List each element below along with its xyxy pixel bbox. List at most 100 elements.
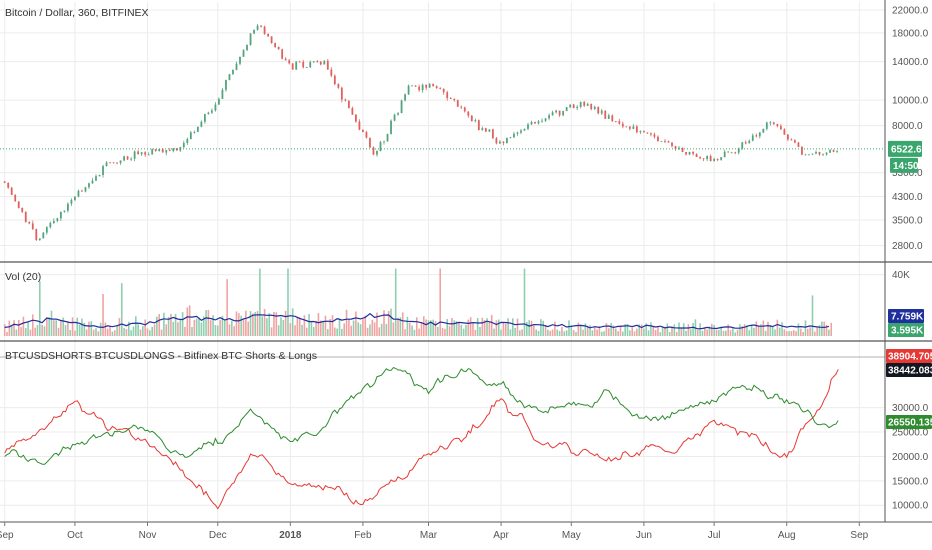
price-candle[interactable]: [305, 67, 308, 68]
price-pane[interactable]: [0, 23, 885, 242]
price-candle[interactable]: [312, 61, 315, 63]
price-candle[interactable]: [102, 166, 104, 176]
price-candle[interactable]: [203, 114, 206, 122]
price-candle[interactable]: [284, 58, 287, 61]
price-candle[interactable]: [298, 61, 301, 63]
price-candle[interactable]: [200, 121, 203, 127]
price-candle[interactable]: [618, 121, 621, 124]
price-candle[interactable]: [17, 201, 20, 209]
price-candle[interactable]: [196, 126, 199, 132]
price-candle[interactable]: [379, 142, 382, 151]
price-candle[interactable]: [105, 162, 108, 167]
price-candle[interactable]: [811, 153, 814, 155]
price-candle[interactable]: [790, 139, 793, 141]
price-candle[interactable]: [537, 121, 540, 124]
price-candle[interactable]: [218, 98, 220, 105]
price-candle[interactable]: [95, 176, 97, 181]
price-candle[interactable]: [376, 150, 378, 155]
price-candle[interactable]: [741, 142, 744, 149]
price-candle[interactable]: [506, 138, 508, 144]
price-candle[interactable]: [484, 128, 487, 132]
price-candle[interactable]: [383, 141, 385, 143]
price-candle[interactable]: [783, 129, 786, 135]
price-candle[interactable]: [822, 154, 824, 156]
price-candle[interactable]: [67, 203, 69, 211]
price-candle[interactable]: [544, 118, 547, 121]
price-candle[interactable]: [340, 87, 343, 100]
price-candle[interactable]: [748, 140, 751, 144]
price-candle[interactable]: [404, 94, 406, 101]
price-candle[interactable]: [491, 129, 494, 139]
price-candle[interactable]: [653, 134, 656, 137]
price-candle[interactable]: [281, 49, 284, 59]
shorts-longs-pane[interactable]: [0, 356, 885, 510]
price-candle[interactable]: [425, 84, 428, 88]
price-candle[interactable]: [481, 128, 484, 131]
price-candle[interactable]: [295, 61, 298, 70]
price-candle[interactable]: [772, 122, 775, 125]
price-candle[interactable]: [362, 129, 364, 133]
price-candle[interactable]: [158, 149, 161, 151]
price-candle[interactable]: [123, 156, 125, 161]
price-candle[interactable]: [548, 115, 550, 119]
price-candle[interactable]: [593, 106, 596, 110]
price-candle[interactable]: [133, 151, 136, 159]
price-candle[interactable]: [463, 107, 466, 112]
price-candle[interactable]: [586, 103, 589, 106]
price-candle[interactable]: [432, 83, 435, 87]
price-candle[interactable]: [614, 121, 617, 122]
price-candle[interactable]: [319, 61, 322, 65]
price-candle[interactable]: [274, 43, 277, 47]
price-candle[interactable]: [49, 222, 52, 228]
price-candle[interactable]: [45, 227, 48, 233]
price-candle[interactable]: [81, 190, 83, 192]
price-candle[interactable]: [355, 114, 357, 122]
price-candle[interactable]: [411, 85, 413, 87]
price-candle[interactable]: [460, 106, 463, 108]
price-candle[interactable]: [28, 222, 31, 224]
price-candle[interactable]: [130, 158, 133, 160]
volume-pane[interactable]: [3, 268, 833, 336]
price-candle[interactable]: [74, 196, 76, 201]
price-candle[interactable]: [10, 187, 13, 195]
price-candle[interactable]: [126, 156, 129, 160]
price-candle[interactable]: [140, 152, 143, 155]
price-candle[interactable]: [407, 85, 410, 95]
price-candle[interactable]: [369, 137, 371, 148]
price-candle[interactable]: [347, 100, 350, 109]
price-candle[interactable]: [713, 158, 716, 162]
price-candle[interactable]: [808, 154, 810, 156]
price-candle[interactable]: [541, 120, 543, 122]
price-candle[interactable]: [302, 61, 305, 68]
price-candle[interactable]: [112, 162, 115, 164]
price-candle[interactable]: [509, 137, 512, 139]
price-candle[interactable]: [825, 152, 828, 155]
price-candle[interactable]: [625, 126, 628, 128]
price-candle[interactable]: [421, 84, 424, 91]
price-candle[interactable]: [193, 131, 196, 133]
price-candle[interactable]: [562, 111, 565, 116]
price-candle[interactable]: [499, 141, 501, 144]
price-candle[interactable]: [449, 98, 452, 99]
price-candle[interactable]: [776, 124, 779, 127]
price-candle[interactable]: [386, 133, 389, 142]
price-candle[interactable]: [31, 223, 34, 230]
volume-ma-line[interactable]: [4, 312, 830, 330]
price-candle[interactable]: [716, 158, 719, 160]
price-candle[interactable]: [583, 101, 586, 106]
price-candle[interactable]: [688, 152, 691, 155]
time-axis[interactable]: Sep Oct Nov Dec 2018 Feb Mar Apr May Jun Jul Aug Sep: [0, 522, 869, 541]
price-candle[interactable]: [804, 154, 807, 156]
price-candle[interactable]: [175, 148, 178, 151]
price-candle[interactable]: [151, 149, 154, 155]
price-candle[interactable]: [288, 60, 291, 64]
price-candle[interactable]: [787, 134, 789, 140]
price-candle[interactable]: [59, 211, 62, 219]
price-candle[interactable]: [333, 75, 336, 85]
price-candle[interactable]: [513, 133, 515, 138]
price-candle[interactable]: [502, 141, 505, 144]
longs-series-line[interactable]: [4, 367, 839, 465]
price-candle[interactable]: [435, 86, 438, 89]
price-candle[interactable]: [779, 126, 782, 130]
price-candle[interactable]: [3, 181, 6, 183]
